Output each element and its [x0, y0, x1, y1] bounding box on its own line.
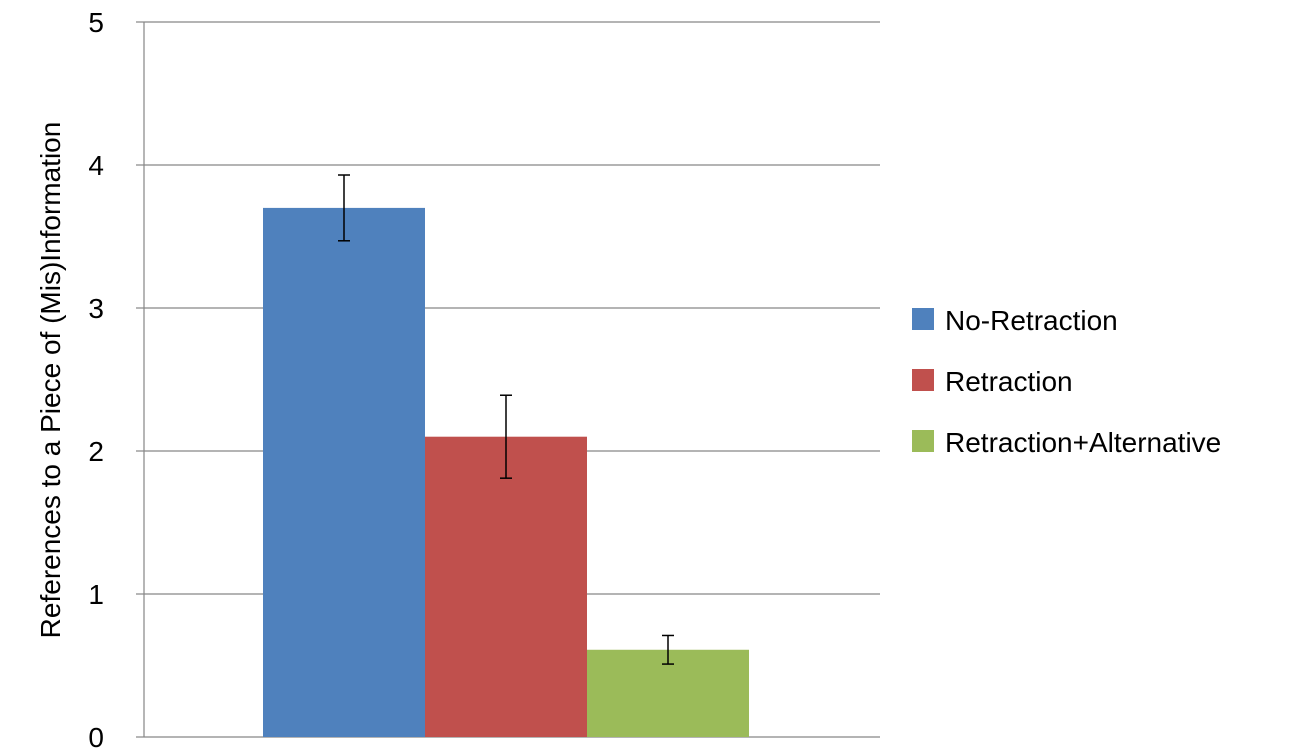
legend-label: Retraction+Alternative — [945, 427, 1221, 458]
legend-label: No-Retraction — [945, 305, 1118, 336]
y-tick-label: 2 — [88, 436, 104, 467]
legend-swatch — [912, 369, 934, 391]
bar-retraction — [425, 436, 587, 737]
legend: No-Retraction Retraction Retraction+Altern… — [912, 305, 1221, 458]
y-axis: 0 1 2 3 4 5 — [88, 7, 145, 750]
y-tick-label: 4 — [88, 150, 104, 181]
bars — [263, 207, 749, 737]
bar-no-retraction — [263, 207, 425, 737]
y-tick-label: 0 — [88, 722, 104, 750]
legend-swatch — [912, 430, 934, 452]
legend-label: Retraction — [945, 366, 1073, 397]
error-bars — [338, 174, 674, 665]
legend-swatch — [912, 308, 934, 330]
y-axis-title: References to a Piece of (Mis)Informatio… — [35, 122, 66, 639]
y-tick-label: 3 — [88, 293, 104, 324]
y-tick-label: 5 — [88, 7, 104, 38]
y-tick-label: 1 — [88, 579, 104, 610]
